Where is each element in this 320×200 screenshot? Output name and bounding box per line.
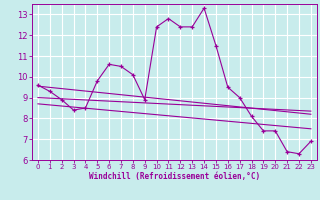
X-axis label: Windchill (Refroidissement éolien,°C): Windchill (Refroidissement éolien,°C) xyxy=(89,172,260,181)
